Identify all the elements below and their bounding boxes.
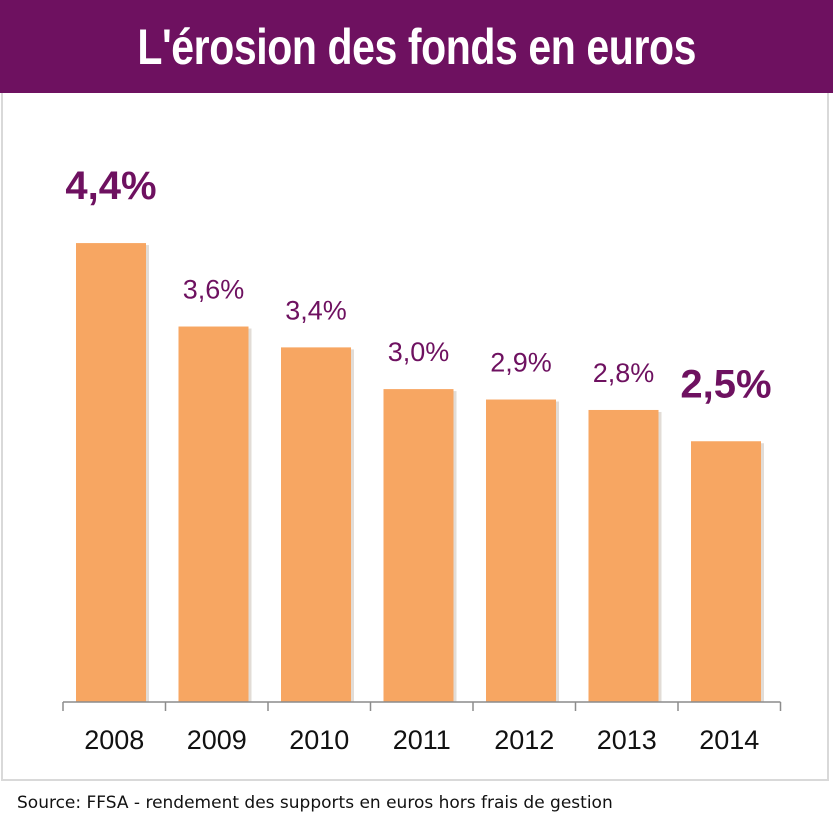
- bar-2012: [486, 399, 556, 702]
- bar-2013: [588, 409, 659, 702]
- chart-title: L'érosion des fonds en euros: [137, 18, 696, 75]
- value-label-2012: 2,9%: [490, 348, 552, 378]
- x-tick-label-2012: 2012: [494, 725, 554, 755]
- value-label-2011: 3,0%: [388, 337, 450, 367]
- bar-chart: 4,4% 2008 3,6% 2009 3,4% 2010 3,0% 2011 2,9% 2012…: [62, 164, 782, 755]
- bar-2010: [281, 347, 351, 702]
- value-label-2009: 3,6%: [183, 275, 245, 305]
- x-tick-label-2008: 2008: [84, 725, 144, 755]
- bar-2014: [691, 441, 761, 702]
- x-tick-label-2011: 2011: [393, 725, 451, 755]
- x-tick-label-2010: 2010: [289, 725, 349, 755]
- x-tick-label-2009: 2009: [187, 725, 247, 755]
- bar-2011: [383, 389, 454, 702]
- title-bar: L'érosion des fonds en euros: [0, 0, 833, 93]
- value-label-2013: 2,8%: [593, 358, 655, 388]
- bar-2008: [76, 243, 146, 702]
- x-tick-label-2013: 2013: [597, 725, 657, 755]
- x-tick-label-2014: 2014: [699, 725, 759, 755]
- value-label-2008: 4,4%: [65, 164, 156, 208]
- source-note: Source: FFSA - rendement des supports en…: [17, 793, 613, 813]
- value-label-2014: 2,5%: [680, 362, 771, 406]
- value-label-2010: 3,4%: [285, 295, 347, 325]
- bar-2009: [178, 326, 249, 702]
